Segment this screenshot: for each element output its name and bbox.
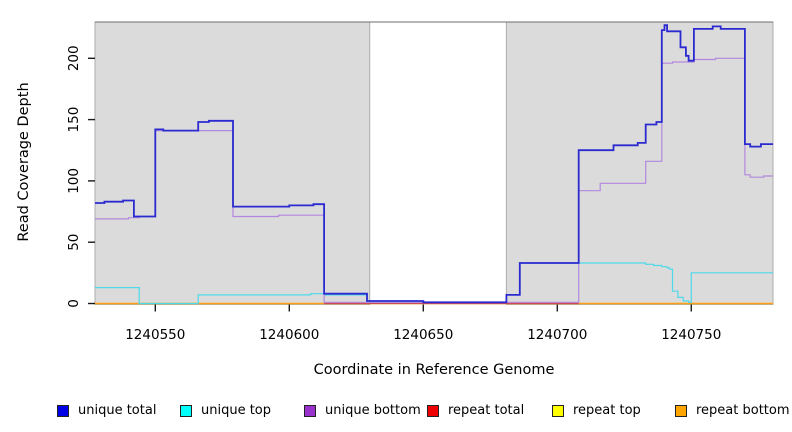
- legend-item-unique-bottom: unique bottom: [304, 403, 421, 418]
- legend-swatch-repeat-bottom: [675, 404, 687, 417]
- y-tick-label: 100: [66, 168, 82, 194]
- y-tick-label: 50: [66, 234, 82, 251]
- legend-label: repeat top: [573, 403, 641, 418]
- x-tick-label: 1240600: [259, 327, 319, 343]
- legend-swatch-unique-bottom: [304, 404, 316, 417]
- y-tick-label: 200: [66, 45, 82, 71]
- legend-item-unique-total: unique total: [57, 403, 156, 418]
- y-tick-label: 0: [66, 299, 82, 308]
- legend-swatch-repeat-total: [427, 404, 439, 417]
- x-tick-label: 1240750: [661, 327, 721, 343]
- x-tick-label: 1240650: [393, 327, 453, 343]
- coverage-plot: 0 50 100 150 200 1240550 1240600 1240650 1240700…: [66, 21, 774, 343]
- legend-item-unique-top: unique top: [180, 403, 271, 418]
- series-unique-total: [95, 24, 773, 304]
- legend-item-repeat-top: repeat top: [552, 403, 641, 418]
- legend-item-repeat-bottom: repeat bottom: [675, 403, 790, 418]
- legend-item-repeat-total: repeat total: [427, 403, 524, 418]
- legend-label: unique bottom: [325, 403, 421, 418]
- x-tick-label: 1240700: [527, 327, 587, 343]
- legend-swatch-unique-top: [180, 404, 192, 417]
- series-unique-top: [95, 262, 773, 305]
- legend-label: repeat total: [448, 403, 525, 418]
- x-tick-label: 1240550: [125, 327, 185, 343]
- y-tick-label: 150: [66, 107, 82, 133]
- legend-label: repeat bottom: [696, 403, 790, 418]
- legend-swatch-repeat-top: [552, 404, 564, 417]
- x-axis-title: Coordinate in Reference Genome: [313, 362, 555, 378]
- legend-label: unique total: [78, 403, 157, 418]
- legend-label: unique top: [201, 403, 272, 418]
- covered-region-right: [505, 21, 774, 305]
- legend-swatch-unique-total: [57, 404, 69, 417]
- y-axis-title: Read Coverage Depth: [16, 82, 32, 242]
